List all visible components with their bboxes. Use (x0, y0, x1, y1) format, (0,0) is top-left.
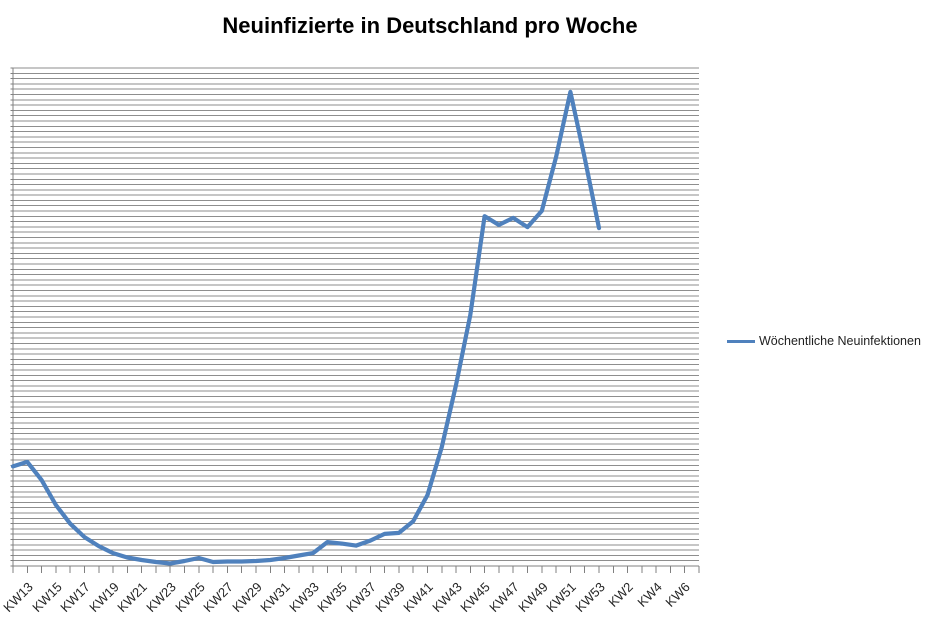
chart-title: Neuinfizierte in Deutschland pro Woche (222, 13, 638, 38)
legend-line-sample-icon (727, 340, 755, 343)
y-axis (10, 67, 14, 567)
legend-series-label: Wöchentliche Neuinfektionen (759, 334, 921, 348)
data-series-line (10, 89, 602, 566)
chart-legend: Wöchentliche Neuinfektionen (727, 334, 921, 349)
x-axis-ticks (12, 565, 700, 573)
y-gridlines (13, 67, 699, 567)
